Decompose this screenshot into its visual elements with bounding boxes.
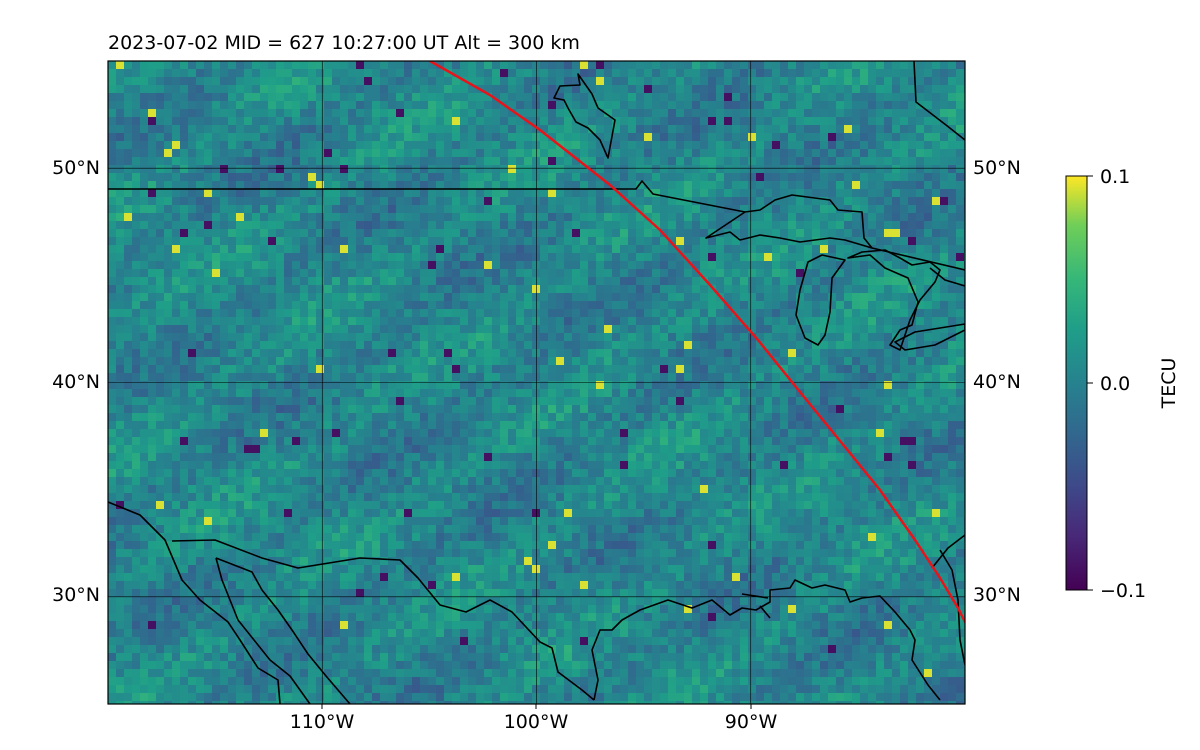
baja-california <box>108 501 281 704</box>
lat-tick-label-left: 50°N <box>52 157 100 179</box>
lake-huron <box>847 249 941 351</box>
lat-tick-label-right: 50°N <box>973 157 1021 179</box>
tec-heatmap <box>108 61 965 704</box>
james-bay-coast <box>553 73 616 159</box>
colorbar-tick-label: 0.0 <box>1100 373 1130 395</box>
lake-erie-ontario <box>894 323 965 351</box>
map-title: 2023-07-02 MID = 627 10:27:00 UT Alt = 3… <box>108 32 580 54</box>
lat-tick-label-left: 30°N <box>52 584 100 606</box>
axis-labels: 110°W 100°W 90°W 30°N 40°N 50°N 30°N 40°… <box>52 157 1021 733</box>
colorbar: 0.1 0.0 −0.1 TECU <box>1065 166 1180 602</box>
colorbar-label: TECU <box>1158 358 1180 410</box>
us-mexico-border <box>171 539 595 701</box>
graticule <box>108 61 965 704</box>
satellite-track <box>428 61 965 624</box>
lon-tick-label: 90°W <box>725 711 778 733</box>
us-canada-border <box>108 180 746 213</box>
colorbar-tick-label: −0.1 <box>1100 580 1146 602</box>
coastlines-and-borders <box>108 61 965 704</box>
lat-tick-label-left: 40°N <box>52 371 100 393</box>
gulf-islands <box>741 593 771 619</box>
quebec-coast <box>929 267 965 287</box>
colorbar-tick-label: 0.1 <box>1100 166 1130 188</box>
tec-map <box>108 61 965 704</box>
lake-superior <box>705 194 873 249</box>
lake-michigan <box>795 254 846 346</box>
lat-tick-label-right: 40°N <box>973 371 1021 393</box>
st-lawrence <box>871 247 965 271</box>
gulf-coast <box>591 579 941 701</box>
lat-tick-label-right: 30°N <box>973 584 1021 606</box>
labrador-coast <box>913 61 965 141</box>
colorbar-gradient <box>1065 175 1088 591</box>
lon-tick-label: 110°W <box>290 711 355 733</box>
florida-coast <box>931 534 965 666</box>
gulf-of-california <box>215 557 351 704</box>
lon-tick-label: 100°W <box>504 711 569 733</box>
